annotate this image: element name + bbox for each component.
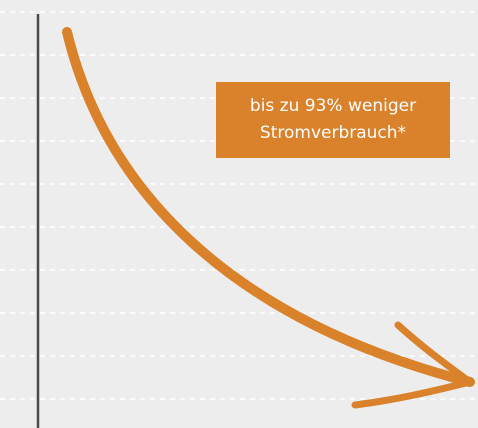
label-line: bis zu 93% weniger bbox=[250, 96, 416, 116]
label-line: Stromverbrauch* bbox=[260, 123, 406, 143]
illustration: bis zu 93% weniger Stromverbrauch* bbox=[0, 0, 478, 428]
label-box bbox=[216, 82, 450, 158]
